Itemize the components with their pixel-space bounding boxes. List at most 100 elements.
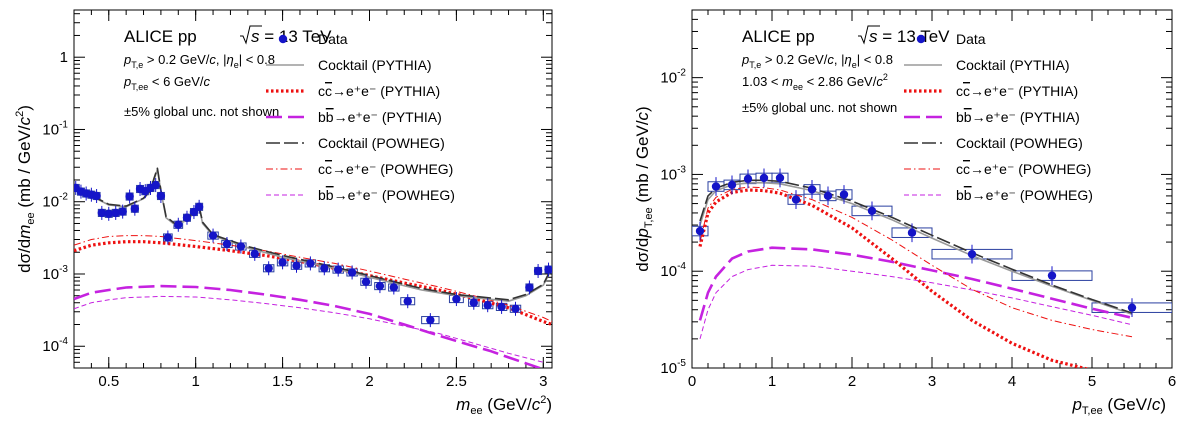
x-tick-label: 4 bbox=[1008, 373, 1016, 390]
x-axis: 0.5 1 1.5 2 2.5 3 bbox=[73, 10, 547, 390]
data-point bbox=[125, 192, 134, 201]
curve-charm-pythia bbox=[698, 188, 1090, 368]
y-tick-label: 10-2 bbox=[42, 192, 68, 211]
x-tick-label: 2.5 bbox=[446, 373, 467, 390]
legend: Data Cocktail (PYTHIA) cc→e⁺e⁻ (PYTHIA) bb→… bbox=[266, 31, 455, 203]
data-point bbox=[347, 268, 357, 277]
data-point bbox=[452, 294, 461, 304]
data-point bbox=[533, 266, 543, 276]
experiment-label: ALICE pp bbox=[124, 27, 197, 46]
x-tick-label: 3 bbox=[539, 373, 547, 390]
y-axis: 10-4 10-3 10-2 10-1 1 bbox=[42, 13, 552, 369]
data-point bbox=[807, 185, 817, 194]
y-tick-label: 10-3 bbox=[42, 264, 68, 283]
y-axis-title: dσ/dpT,ee (mb / GeV/c) bbox=[633, 106, 655, 271]
data-point bbox=[389, 283, 399, 292]
left-panel: 0.5 1 1.5 2 2.5 3 10-4 10-3 10-2 10-1 1 dσ/dmee (mb… bbox=[14, 9, 553, 417]
plot-content bbox=[692, 168, 1172, 368]
legend-entry-charm-pythia: cc→e⁺e⁻ (PYTHIA) bbox=[904, 83, 1078, 99]
model-curves bbox=[698, 179, 1133, 368]
data-point bbox=[189, 207, 199, 217]
global-unc-note: ±5% global unc. not shown bbox=[742, 100, 897, 115]
y-tick-label: 10-1 bbox=[42, 119, 68, 138]
model-curves bbox=[74, 167, 552, 368]
curve-beauty-powheg bbox=[699, 264, 1133, 340]
data-point bbox=[130, 204, 140, 213]
data-point bbox=[174, 220, 183, 229]
legend-label: Cocktail (PYTHIA) bbox=[956, 57, 1070, 73]
data-point bbox=[967, 249, 977, 259]
data-point bbox=[1127, 303, 1137, 312]
x-tick-label: 1 bbox=[192, 373, 200, 390]
data-point bbox=[544, 265, 552, 274]
data-point bbox=[264, 264, 273, 273]
legend-entry-cocktail-pythia: Cocktail (PYTHIA) bbox=[266, 57, 432, 73]
data-point bbox=[867, 206, 877, 216]
legend-label: Cocktail (POWHEG) bbox=[956, 135, 1083, 151]
data-point bbox=[361, 277, 371, 286]
legend-label: bb→e⁺e⁻ (PYTHIA) bbox=[956, 109, 1080, 125]
curve-charm-powheg bbox=[699, 186, 1133, 338]
data-point bbox=[97, 208, 107, 218]
y-tick-label: 10-4 bbox=[660, 261, 686, 280]
legend-label: cc→e⁺e⁻ (PYTHIA) bbox=[318, 83, 440, 99]
legend-entry-cocktail-powheg: Cocktail (POWHEG) bbox=[266, 135, 445, 151]
data-point bbox=[823, 191, 833, 201]
x-tick-label: 5 bbox=[1088, 373, 1096, 390]
data-point bbox=[104, 209, 113, 219]
curve-charm-pythia bbox=[74, 240, 552, 327]
data-point bbox=[151, 180, 160, 190]
y-tick-label: 10-5 bbox=[660, 358, 686, 377]
legend-entry-beauty-pythia: bb→e⁺e⁻ (PYTHIA) bbox=[266, 109, 442, 125]
data-point bbox=[334, 265, 343, 274]
global-unc-note: ±5% global unc. not shown bbox=[124, 104, 279, 119]
systematic-boxes bbox=[692, 172, 1172, 313]
legend-entry-cocktail-pythia: Cocktail (PYTHIA) bbox=[904, 57, 1070, 73]
legend-label: bb→e⁺e⁻ (POWHEG) bbox=[956, 187, 1093, 203]
legend-label: Data bbox=[318, 31, 348, 47]
cut-label-1: pT,e > 0.2 GeV/c, |ηe| < 0.8 bbox=[123, 52, 275, 70]
data-point bbox=[250, 249, 259, 259]
data-point bbox=[727, 180, 737, 190]
curve-cocktail-powheg bbox=[74, 167, 552, 301]
x-tick-label: 2 bbox=[848, 373, 856, 390]
legend-entry-data: Data bbox=[916, 31, 986, 47]
data-point bbox=[907, 228, 917, 237]
annotations: ALICE pp s = 13 TeV pT,e > 0.2 GeV/c, |ηe… bbox=[123, 25, 332, 119]
cut-label-1: pT,e > 0.2 GeV/c, |ηe| < 0.8 bbox=[741, 52, 893, 70]
legend-label: Data bbox=[956, 31, 986, 47]
legend-entry-beauty-powheg: bb→e⁺e⁻ (POWHEG) bbox=[904, 187, 1093, 203]
x-tick-label: 0 bbox=[688, 373, 696, 390]
legend-label: Cocktail (POWHEG) bbox=[318, 135, 445, 151]
legend-entry-charm-powheg: cc→e⁺e⁻ (POWHEG) bbox=[266, 161, 453, 177]
legend-label: Cocktail (PYTHIA) bbox=[318, 57, 432, 73]
legend-label: bb→e⁺e⁻ (POWHEG) bbox=[318, 187, 455, 203]
data-point bbox=[156, 191, 166, 201]
data-point bbox=[403, 297, 412, 306]
data-point bbox=[92, 191, 101, 201]
data-point bbox=[208, 231, 218, 240]
data-point bbox=[497, 302, 506, 312]
data-points bbox=[695, 168, 1137, 318]
x-tick-label: 2 bbox=[365, 373, 373, 390]
legend-entry-beauty-powheg: bb→e⁺e⁻ (POWHEG) bbox=[266, 187, 455, 203]
legend-entry-data: Data bbox=[278, 31, 348, 47]
data-point bbox=[695, 226, 705, 236]
curve-charm-powheg bbox=[74, 235, 552, 322]
x-tick-label: 0.5 bbox=[98, 373, 119, 390]
y-tick-label: 1 bbox=[60, 49, 68, 66]
x-tick-label: 6 bbox=[1168, 373, 1176, 390]
data-point bbox=[111, 208, 120, 218]
sqrt-symbol bbox=[240, 25, 262, 45]
legend-label: cc→e⁺e⁻ (PYTHIA) bbox=[956, 83, 1078, 99]
legend-entry-beauty-pythia: bb→e⁺e⁻ (PYTHIA) bbox=[904, 109, 1080, 125]
legend-entry-charm-pythia: cc→e⁺e⁻ (PYTHIA) bbox=[266, 83, 440, 99]
cut-label-2: 1.03 < mee < 2.86 GeV/c2 bbox=[742, 72, 888, 92]
x-tick-label: 1 bbox=[768, 373, 776, 390]
data-point bbox=[194, 202, 204, 212]
y-tick-label: 10-2 bbox=[660, 68, 686, 87]
data-point bbox=[1047, 271, 1057, 280]
x-tick-label: 3 bbox=[928, 373, 936, 390]
